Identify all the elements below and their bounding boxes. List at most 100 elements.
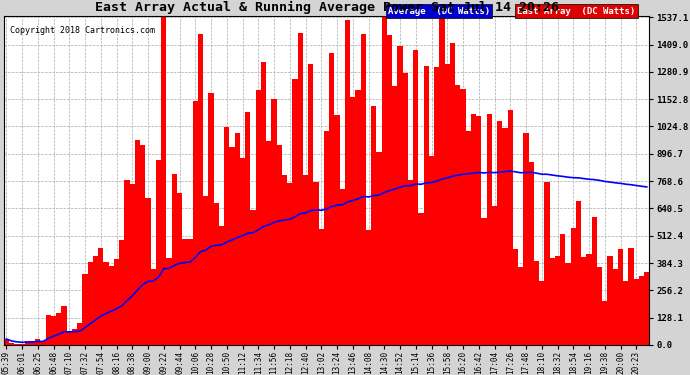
Bar [586, 255, 591, 345]
Bar [9, 343, 14, 345]
Bar [539, 281, 544, 345]
Bar [544, 182, 550, 345]
Bar [550, 258, 555, 345]
Bar [413, 50, 418, 345]
Bar [571, 228, 576, 345]
Bar [203, 196, 208, 345]
Bar [408, 180, 413, 345]
Bar [303, 175, 308, 345]
Bar [560, 234, 565, 345]
Bar [130, 184, 135, 345]
Bar [403, 72, 408, 345]
Bar [124, 180, 130, 345]
Text: Average  (DC Watts): Average (DC Watts) [388, 7, 490, 16]
Bar [424, 66, 429, 345]
Bar [418, 213, 424, 345]
Bar [240, 158, 245, 345]
Bar [172, 174, 177, 345]
Bar [261, 62, 266, 345]
Bar [623, 280, 629, 345]
Bar [256, 90, 261, 345]
Text: Copyright 2018 Cartronics.com: Copyright 2018 Cartronics.com [10, 26, 155, 34]
Bar [166, 258, 172, 345]
Bar [67, 333, 72, 345]
Bar [497, 121, 502, 345]
Bar [235, 132, 240, 345]
Bar [188, 239, 193, 345]
Bar [397, 46, 403, 345]
Bar [555, 256, 560, 345]
Bar [98, 248, 104, 345]
Bar [287, 183, 293, 345]
Bar [524, 134, 529, 345]
Bar [182, 239, 188, 345]
Bar [250, 210, 256, 345]
Bar [392, 86, 397, 345]
Bar [351, 98, 355, 345]
Bar [25, 341, 30, 345]
Bar [114, 259, 119, 345]
Bar [444, 64, 450, 345]
Bar [377, 152, 382, 345]
Bar [534, 261, 539, 345]
Bar [450, 44, 455, 345]
Bar [61, 306, 67, 345]
Bar [140, 146, 146, 345]
Bar [245, 111, 250, 345]
Bar [576, 201, 581, 345]
Bar [46, 315, 51, 345]
Text: East Array  (DC Watts): East Array (DC Watts) [517, 7, 635, 16]
Bar [224, 127, 230, 345]
Bar [371, 106, 377, 345]
Bar [644, 272, 649, 345]
Bar [518, 267, 524, 345]
Bar [277, 145, 282, 345]
Bar [440, 17, 444, 345]
Bar [35, 339, 41, 345]
Bar [219, 226, 224, 345]
Bar [335, 115, 339, 345]
Bar [508, 110, 513, 345]
Bar [88, 262, 93, 345]
Bar [93, 256, 98, 345]
Bar [339, 189, 345, 345]
Bar [633, 279, 639, 345]
Bar [429, 156, 434, 345]
Bar [119, 240, 124, 345]
Bar [639, 276, 644, 345]
Bar [434, 68, 440, 345]
Bar [486, 114, 492, 345]
Bar [146, 198, 150, 345]
Bar [83, 274, 88, 345]
Bar [482, 218, 486, 345]
Bar [177, 193, 182, 345]
Bar [366, 230, 371, 345]
Bar [329, 53, 335, 345]
Bar [345, 20, 351, 345]
Bar [161, 17, 166, 345]
Bar [591, 217, 597, 345]
Bar [308, 64, 313, 345]
Bar [597, 267, 602, 345]
Bar [271, 99, 277, 345]
Bar [109, 266, 114, 345]
Bar [529, 162, 534, 345]
Bar [476, 116, 482, 345]
Bar [266, 141, 271, 345]
Bar [198, 34, 203, 345]
Bar [355, 90, 361, 345]
Bar [319, 229, 324, 345]
Bar [565, 263, 571, 345]
Bar [77, 323, 83, 345]
Bar [14, 344, 19, 345]
Bar [581, 257, 586, 345]
Bar [513, 249, 518, 345]
Bar [492, 206, 497, 345]
Bar [208, 93, 214, 345]
Bar [3, 339, 9, 345]
Bar [455, 85, 460, 345]
Bar [41, 341, 46, 345]
Bar [466, 131, 471, 345]
Bar [193, 101, 198, 345]
Bar [230, 147, 235, 345]
